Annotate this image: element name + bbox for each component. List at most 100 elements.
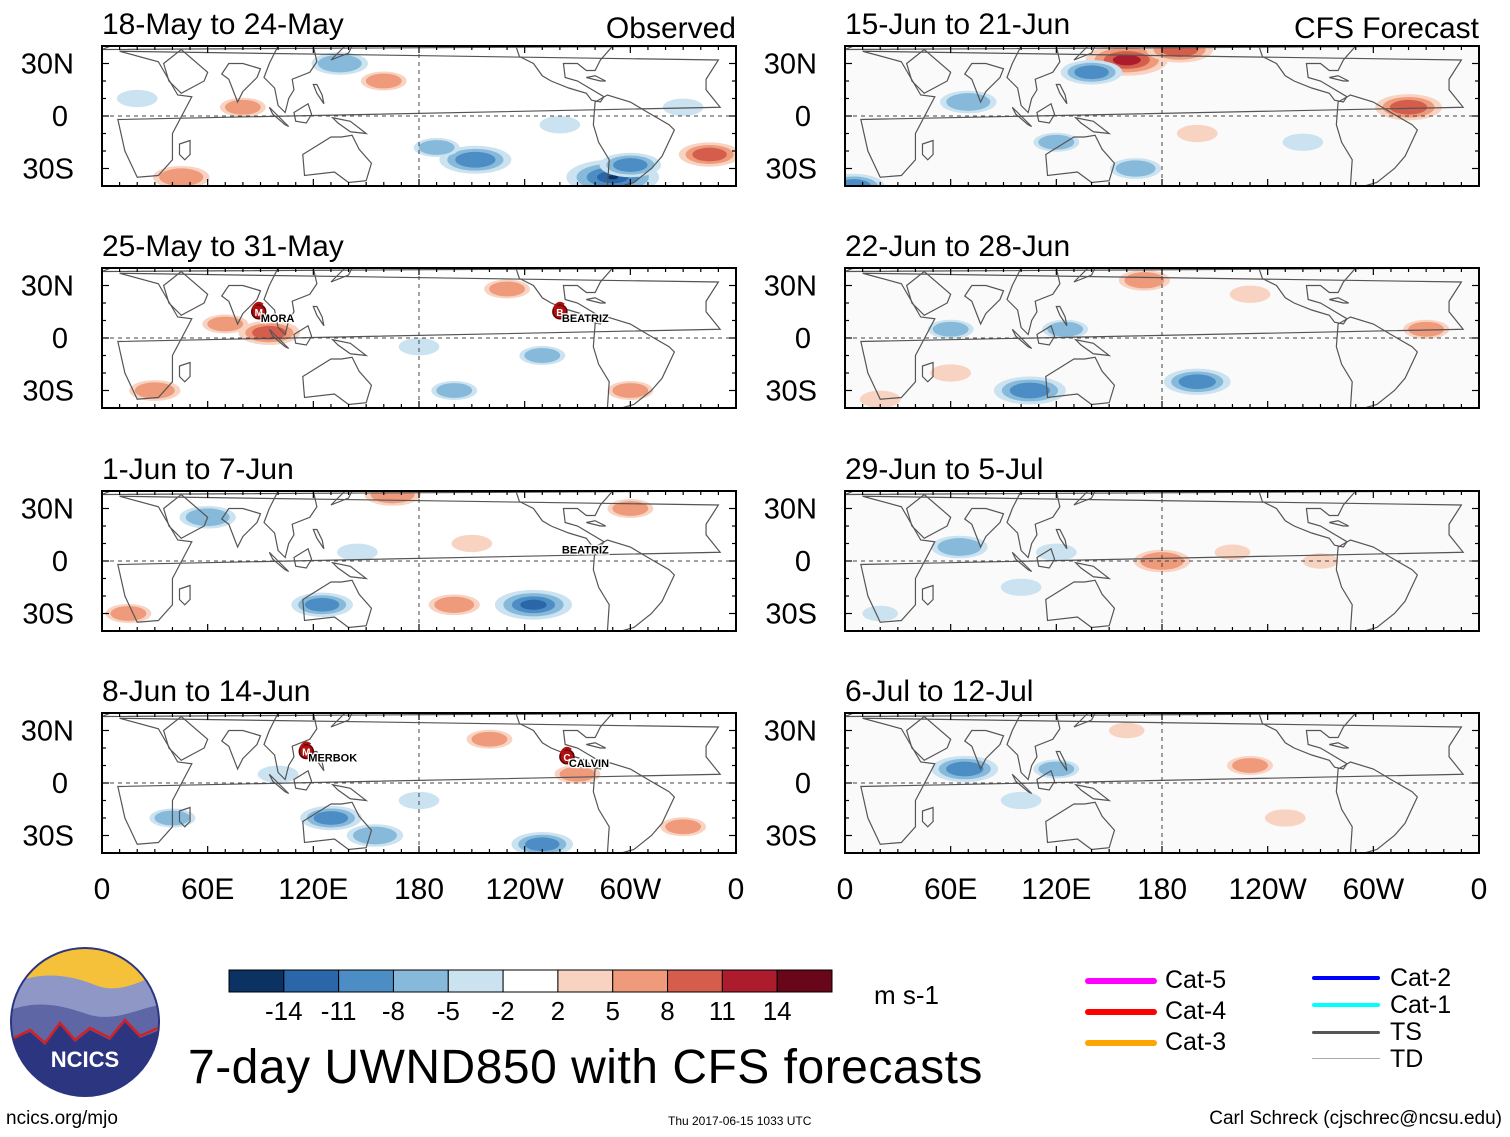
coastline xyxy=(330,783,369,802)
anomaly-contour xyxy=(1035,543,1077,561)
anomaly-contour xyxy=(451,534,493,553)
anomaly-contour xyxy=(224,99,261,115)
coastline xyxy=(1045,579,1116,629)
anomaly-contour xyxy=(1140,552,1184,570)
coastline xyxy=(263,491,318,559)
coastline xyxy=(1055,305,1068,327)
coastline xyxy=(1335,94,1419,186)
coastline xyxy=(1011,551,1033,573)
coastline xyxy=(312,750,325,772)
coastline xyxy=(1073,116,1112,135)
anomaly-contour xyxy=(455,151,496,168)
coastline xyxy=(220,507,262,549)
storm-letter: B xyxy=(556,308,563,319)
coastline xyxy=(302,134,373,184)
anomaly-contour xyxy=(252,325,287,340)
logo-ring xyxy=(10,947,160,1097)
colorbar-bin xyxy=(776,969,833,993)
colorbar-bin xyxy=(283,969,340,993)
anomaly-contour xyxy=(317,54,362,73)
panel-fc1: 30N 0 30S 15-Jun to 21-Jun CFS Forecast xyxy=(764,8,1480,187)
coastline xyxy=(1045,356,1116,406)
storm-icon-tail xyxy=(251,301,264,310)
panel-ticks xyxy=(101,267,737,409)
coastline xyxy=(1006,713,1061,781)
anomaly-contour xyxy=(1229,285,1271,303)
panel-obs3: 30N 0 30S 1-Jun to 7-Jun BEATRIZ xyxy=(21,453,737,632)
coastline xyxy=(102,268,733,273)
coastline xyxy=(1045,134,1116,184)
anomaly-contour xyxy=(398,791,440,810)
coastline xyxy=(268,773,290,795)
x-tick-label: 60W xyxy=(599,873,661,906)
coastline xyxy=(102,713,733,718)
coastline xyxy=(330,268,353,283)
coastline xyxy=(1073,783,1112,802)
anomaly-contour xyxy=(1389,99,1428,115)
panel-ticks xyxy=(101,490,737,632)
x-tick-label: 60E xyxy=(181,873,234,906)
legend-label-cat1: Cat-1 xyxy=(1390,991,1452,1019)
coastline xyxy=(1055,750,1068,772)
coastline xyxy=(845,268,1476,273)
y-tick-label: 30N xyxy=(21,49,74,81)
panel-ticks xyxy=(844,490,1480,632)
coastline xyxy=(1073,713,1096,728)
coastlines xyxy=(102,46,733,186)
anomaly-contour xyxy=(365,73,402,89)
coastline xyxy=(921,139,934,161)
y-tick-label: 0 xyxy=(52,323,68,355)
coastline xyxy=(1011,106,1033,128)
storm-icon-tail xyxy=(299,741,312,750)
storm-icon xyxy=(559,749,575,765)
y-tick-label: 0 xyxy=(52,768,68,800)
coastlines xyxy=(102,491,733,631)
colorbar-bin xyxy=(502,969,559,993)
anomaly-contour xyxy=(612,383,649,398)
coastline xyxy=(293,102,313,124)
legend-swatch-cat4 xyxy=(1085,1009,1157,1015)
y-tick-label: 30S xyxy=(765,599,817,631)
anomaly-contour xyxy=(336,543,378,561)
coastline xyxy=(178,584,191,606)
anomaly-contour xyxy=(845,179,872,186)
anomaly-contour xyxy=(1038,761,1075,777)
column-header-right: CFS Forecast xyxy=(1294,12,1480,45)
anomaly-contour xyxy=(1124,272,1165,289)
colorbar-bin xyxy=(228,969,285,993)
panel-title: 1-Jun to 7-Jun xyxy=(102,453,294,486)
coastline xyxy=(845,713,1476,718)
panel-title: 18-May to 24-May xyxy=(102,8,344,41)
logo-redline xyxy=(13,1018,159,1045)
coastline xyxy=(1006,46,1061,114)
coastline xyxy=(1045,801,1116,851)
x-tick-label: 60E xyxy=(924,873,977,906)
coastline xyxy=(1335,761,1419,853)
panel-fc2: 30N 0 30S 22-Jun to 28-Jun xyxy=(764,230,1480,409)
y-tick-label: 0 xyxy=(795,768,811,800)
y-tick-label: 30N xyxy=(764,271,817,303)
coastline xyxy=(963,729,1005,771)
coastline xyxy=(1329,75,1349,82)
coastline xyxy=(963,62,1005,104)
coastline xyxy=(963,284,1005,326)
storm-icon-tail xyxy=(552,301,565,310)
coastline xyxy=(312,528,325,550)
coastline xyxy=(102,46,733,51)
coastline xyxy=(921,361,934,383)
anomaly-contour xyxy=(559,766,596,782)
colorbar-bin xyxy=(557,969,614,993)
anomaly-contour xyxy=(613,158,648,172)
anomaly-contour xyxy=(1112,54,1141,66)
legend-label-cat3: Cat-3 xyxy=(1165,1028,1227,1056)
y-tick-label: 0 xyxy=(52,101,68,133)
anomaly-field xyxy=(129,279,654,401)
anomaly-field xyxy=(859,269,1450,408)
anomaly-contour xyxy=(1000,791,1042,810)
footer-url: ncics.org/mjo xyxy=(6,1108,118,1129)
coastline xyxy=(586,297,606,304)
legend-label-td: TD xyxy=(1390,1045,1424,1073)
